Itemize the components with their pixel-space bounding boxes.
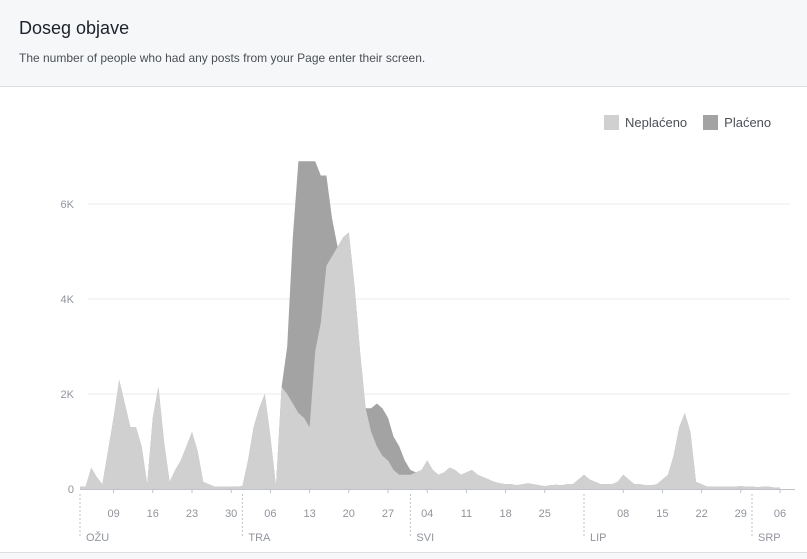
legend-label-paid: Plaćeno	[724, 115, 772, 130]
chart-header: Doseg objave The number of people who ha…	[0, 0, 807, 87]
x-tick-label: 22	[695, 508, 707, 520]
month-label: SRP	[758, 532, 781, 544]
legend-swatch-paid	[703, 115, 719, 130]
month-label: OŽU	[86, 531, 109, 544]
legend-item-unpaid[interactable]: Neplaćeno	[604, 115, 687, 130]
x-tick-label: 20	[343, 508, 355, 520]
month-label: TRA	[248, 532, 271, 544]
series-area-unpaid	[80, 232, 780, 489]
series-area-paid	[80, 161, 780, 490]
legend-item-paid[interactable]: Plaćeno	[703, 115, 771, 130]
chart-title: Doseg objave	[19, 18, 130, 38]
x-tick-label: 11	[461, 508, 472, 520]
month-label: SVI	[416, 532, 434, 544]
x-tick-label: 08	[617, 508, 629, 520]
chart-legend: Neplaćeno Plaćeno	[604, 115, 771, 130]
month-label: LIP	[590, 532, 607, 544]
legend-label-unpaid: Neplaćeno	[625, 115, 688, 130]
x-tick-label: 30	[225, 508, 237, 520]
chart-subtitle: The number of people who had any posts f…	[19, 51, 426, 65]
x-tick-label: 13	[303, 508, 315, 520]
y-tick-label: 4K	[61, 294, 75, 306]
y-tick-label: 2K	[61, 389, 75, 401]
x-tick-label: 06	[774, 508, 786, 520]
x-tick-label: 29	[735, 508, 747, 520]
y-tick-label: 6K	[61, 199, 75, 211]
x-tick-label: 06	[264, 508, 276, 520]
x-tick-label: 16	[147, 508, 159, 520]
x-tick-label: 27	[382, 508, 394, 520]
x-tick-label: 25	[539, 508, 551, 520]
x-tick-label: 15	[656, 508, 668, 520]
legend-swatch-unpaid	[604, 115, 619, 130]
y-tick-label: 0	[68, 484, 74, 496]
x-tick-label: 04	[421, 508, 433, 520]
x-tick-label: 23	[186, 508, 198, 520]
x-tick-label: 18	[499, 508, 511, 520]
footer-bar	[0, 552, 807, 559]
x-tick-label: 09	[107, 508, 119, 520]
